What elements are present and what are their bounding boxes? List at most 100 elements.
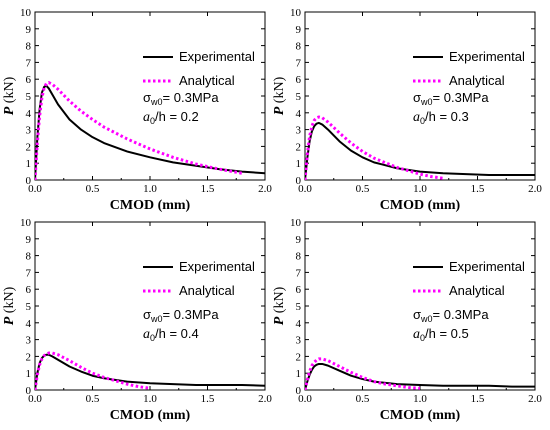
y-tick-label: 1 — [26, 158, 32, 170]
annotation-crack-ratio: a0/h = 0.4 — [143, 326, 199, 343]
y-tick-label: 9 — [26, 24, 32, 36]
x-axis-title: CMOD (mm) — [380, 408, 461, 423]
y-tick-label: 9 — [296, 24, 302, 36]
y-tick-label: 8 — [26, 251, 32, 263]
y-tick-label: 7 — [296, 57, 302, 69]
x-tick-label: 1.5 — [471, 183, 485, 195]
y-axis-title-unit: (kN) — [272, 76, 287, 106]
x-tick-label: 0.0 — [28, 183, 42, 195]
y-tick-label: 4 — [26, 318, 32, 330]
panel-1: 0.0 0.5 1.0 1.5 2.0 0 1 2 3 4 5 6 7 8 9 10 CMOD (mm) P (k… — [2, 7, 272, 213]
x-tick-label: 2.0 — [528, 183, 542, 195]
y-tick-label: 6 — [26, 74, 32, 86]
annotation-crack-ratio: a0/h = 0.3 — [413, 109, 469, 126]
y-tick-label: 3 — [296, 335, 302, 347]
y-tick-label: 0 — [296, 385, 302, 397]
y-axis-title-unit: (kN) — [2, 286, 17, 316]
series-analytical-line — [305, 115, 444, 180]
y-tick-label: 0 — [26, 385, 32, 397]
x-tick-label: 1.5 — [201, 393, 215, 405]
y-tick-label: 5 — [296, 91, 302, 103]
y-tick-label: 7 — [26, 267, 32, 279]
x-axis-title: CMOD (mm) — [110, 408, 191, 423]
y-tick-label: 10 — [290, 7, 302, 19]
x-tick-label: 1.0 — [143, 183, 157, 195]
y-tick-label: 2 — [26, 141, 32, 153]
series-analytical-line — [35, 351, 151, 390]
x-tick-label: 1.0 — [413, 183, 427, 195]
y-axis-title: P (kN) — [272, 76, 287, 115]
annotation-sigma: σw0= 0.3MPa — [143, 307, 219, 324]
y-tick-label: 10 — [290, 217, 302, 229]
y-tick-label: 1 — [296, 368, 302, 380]
panel-2: 0.0 0.5 1.0 1.5 2.0 0 1 2 3 4 5 6 7 8 9 10 CMOD (mm) P (k… — [272, 7, 542, 213]
series-experimental-line — [35, 353, 265, 390]
y-tick-label: 4 — [296, 108, 302, 120]
x-tick-label: 0.5 — [86, 183, 100, 195]
y-tick-label: 0 — [296, 175, 302, 187]
legend-label-experimental: Experimental — [449, 49, 525, 64]
series-analytical-line — [305, 357, 421, 390]
legend-label-experimental: Experimental — [179, 259, 255, 274]
y-tick-label: 9 — [296, 234, 302, 246]
x-tick-label: 1.5 — [471, 393, 485, 405]
y-tick-label: 3 — [26, 335, 32, 347]
panel-4: 0.0 0.5 1.0 1.5 2.0 0 1 2 3 4 5 6 7 8 9 10 CMOD (mm) P (k… — [272, 217, 542, 423]
y-tick-label: 6 — [26, 284, 32, 296]
annotation-crack-ratio: a0/h = 0.5 — [413, 326, 469, 343]
y-axis-title: P (kN) — [2, 286, 17, 325]
y-tick-label: 9 — [26, 234, 32, 246]
y-tick-label: 2 — [296, 141, 302, 153]
legend-label-analytical: Analytical — [449, 283, 505, 298]
y-axis-title-symbol: P — [2, 316, 17, 325]
y-axis-title-symbol: P — [2, 106, 17, 115]
annotation-crack-ratio: a0/h = 0.2 — [143, 109, 199, 126]
y-tick-label: 3 — [296, 125, 302, 137]
y-tick-label: 8 — [296, 251, 302, 263]
x-tick-label: 0.0 — [298, 183, 312, 195]
y-tick-label: 2 — [296, 351, 302, 363]
y-tick-label: 0 — [26, 175, 32, 187]
y-tick-label: 7 — [26, 57, 32, 69]
legend-label-analytical: Analytical — [179, 283, 235, 298]
y-tick-label: 7 — [296, 267, 302, 279]
y-tick-label: 1 — [26, 368, 32, 380]
annotation-sigma: σw0= 0.3MPa — [413, 90, 489, 107]
legend: Experimental Analytical — [413, 259, 525, 298]
annotation-sigma: σw0= 0.3MPa — [413, 307, 489, 324]
legend: Experimental Analytical — [143, 259, 255, 298]
y-axis-title-unit: (kN) — [272, 286, 287, 316]
y-axis-title: P (kN) — [2, 76, 17, 115]
y-axis-title-symbol: P — [272, 316, 287, 325]
series-experimental-line — [35, 84, 265, 180]
x-axis-title: CMOD (mm) — [110, 198, 191, 213]
y-tick-label: 10 — [20, 7, 32, 19]
y-tick-label: 4 — [26, 108, 32, 120]
y-tick-label: 4 — [296, 318, 302, 330]
y-axis-title: P (kN) — [272, 286, 287, 325]
y-tick-label: 5 — [26, 301, 32, 313]
y-tick-label: 5 — [296, 301, 302, 313]
y-axis-title-symbol: P — [272, 106, 287, 115]
y-tick-label: 10 — [20, 217, 32, 229]
x-tick-label: 0.5 — [86, 393, 100, 405]
x-tick-label: 1.0 — [413, 393, 427, 405]
x-tick-label: 0.0 — [298, 393, 312, 405]
legend: Experimental Analytical — [143, 49, 255, 88]
legend-label-experimental: Experimental — [449, 259, 525, 274]
x-tick-label: 2.0 — [258, 393, 272, 405]
legend-label-experimental: Experimental — [179, 49, 255, 64]
y-tick-label: 8 — [296, 41, 302, 53]
x-tick-label: 1.0 — [143, 393, 157, 405]
annotation-sigma: σw0= 0.3MPa — [143, 90, 219, 107]
legend: Experimental Analytical — [413, 49, 525, 88]
legend-label-analytical: Analytical — [449, 73, 505, 88]
y-tick-label: 6 — [296, 74, 302, 86]
y-tick-label: 3 — [26, 125, 32, 137]
y-tick-label: 2 — [26, 351, 32, 363]
x-tick-label: 0.5 — [356, 183, 370, 195]
x-axis-title: CMOD (mm) — [380, 198, 461, 213]
x-tick-label: 2.0 — [258, 183, 272, 195]
legend-label-analytical: Analytical — [179, 73, 235, 88]
